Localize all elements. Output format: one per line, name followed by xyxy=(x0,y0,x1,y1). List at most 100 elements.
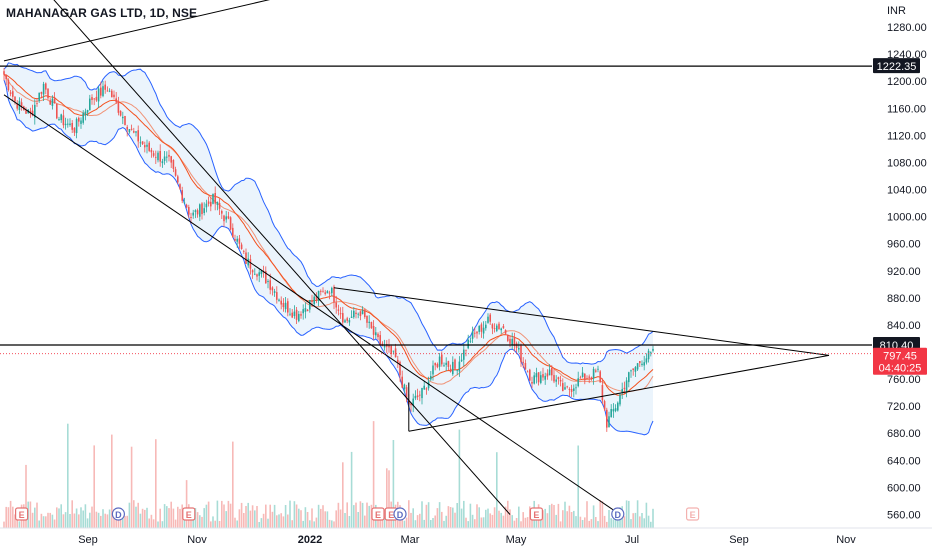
volume-bar xyxy=(262,513,265,528)
candle-body xyxy=(410,403,412,406)
y-tick-label: 840.00 xyxy=(887,320,921,332)
volume-bar xyxy=(214,520,216,528)
candle-body xyxy=(82,112,84,123)
bollinger-bands xyxy=(3,62,654,436)
volume-bars xyxy=(3,421,654,528)
candle-body xyxy=(29,110,32,114)
candle-body xyxy=(161,161,164,164)
candle-body xyxy=(471,331,474,339)
volume-bar xyxy=(185,480,188,528)
candle-body xyxy=(390,345,392,354)
volume-bar xyxy=(445,515,447,528)
volume-bar xyxy=(333,521,335,528)
volume-bar xyxy=(89,512,91,528)
volume-bar xyxy=(196,512,199,528)
volume-bar xyxy=(410,512,412,528)
volume-bar xyxy=(628,500,630,528)
y-tick-label: 1160.00 xyxy=(887,103,926,115)
candle-body xyxy=(269,280,271,290)
volume-bar xyxy=(491,514,494,528)
candle-body xyxy=(280,300,282,305)
candle-body xyxy=(509,338,511,344)
volume-bar xyxy=(535,515,538,528)
candle-body xyxy=(597,368,599,370)
volume-bar xyxy=(617,520,619,528)
volume-bar xyxy=(496,452,498,528)
candle-body xyxy=(159,151,161,162)
triangle-upper xyxy=(333,287,830,356)
volume-bar xyxy=(267,518,269,528)
volume-bar xyxy=(212,516,214,528)
candle-body xyxy=(465,349,467,351)
volume-bar xyxy=(641,513,643,528)
svg-text:E: E xyxy=(186,510,192,520)
volume-bar xyxy=(623,516,626,528)
volume-bar xyxy=(42,516,45,528)
candle-body xyxy=(64,123,67,126)
candle-body xyxy=(588,376,590,378)
candle-body xyxy=(399,361,401,376)
volume-bar xyxy=(381,517,384,528)
volume-bar xyxy=(234,517,236,528)
volume-bar xyxy=(51,514,54,528)
volume-bar xyxy=(434,515,436,528)
volume-bar xyxy=(278,514,280,528)
y-tick-label: 1040.00 xyxy=(887,185,927,197)
volume-bar xyxy=(174,519,177,528)
candle-body xyxy=(460,359,463,362)
volume-bar xyxy=(421,501,423,528)
time-axis[interactable]: Sep Nov 2022 Mar May Jul Sep Nov xyxy=(0,527,932,546)
volume-bar xyxy=(647,515,650,528)
volume-bar xyxy=(564,501,566,528)
volume-bar xyxy=(124,516,126,528)
volume-bar xyxy=(430,520,432,528)
candle-body xyxy=(42,83,45,95)
volume-bar xyxy=(190,518,192,528)
volume-bar xyxy=(247,502,249,528)
candle-body xyxy=(458,361,461,372)
x-tick-label: Jul xyxy=(625,534,639,546)
candle-body xyxy=(115,98,117,103)
volume-bar xyxy=(73,513,76,528)
candle-body xyxy=(452,361,454,375)
candle-body xyxy=(575,387,577,389)
candle-body xyxy=(463,349,465,360)
candle-body xyxy=(141,141,144,145)
marker-E: E xyxy=(15,507,29,521)
volume-bar xyxy=(339,509,342,528)
svg-text:E: E xyxy=(388,510,394,520)
volume-bar xyxy=(203,508,205,528)
candle-body xyxy=(542,374,544,378)
candle-body xyxy=(130,128,133,130)
volume-bar xyxy=(366,502,368,528)
candle-body xyxy=(271,287,274,291)
volume-bar xyxy=(452,507,454,528)
volume-bar xyxy=(240,502,243,528)
candle-body xyxy=(293,311,296,316)
volume-bar xyxy=(559,521,562,528)
candle-body xyxy=(529,369,531,381)
candle-body xyxy=(359,311,362,316)
volume-bar xyxy=(12,506,14,528)
candle-body xyxy=(282,303,285,308)
volume-bar xyxy=(643,518,645,528)
candle-body xyxy=(421,388,423,399)
volume-bar xyxy=(276,515,278,528)
candle-body xyxy=(443,365,445,367)
candle-body xyxy=(623,387,626,390)
candle-body xyxy=(476,331,478,334)
candle-body xyxy=(498,323,500,330)
price-axis[interactable]: INR 560.00 600.00 640.00 680.00 720.00 760.00 8… xyxy=(887,5,927,522)
candle-body xyxy=(289,313,291,315)
candle-body xyxy=(163,156,166,161)
volume-bar xyxy=(254,510,256,528)
candle-body xyxy=(636,363,639,370)
candle-body xyxy=(40,92,43,94)
volume-bar xyxy=(348,516,351,528)
volume-bar xyxy=(513,520,516,528)
candle-body xyxy=(111,90,113,98)
candle-body xyxy=(201,203,203,215)
volume-bar xyxy=(34,507,36,528)
